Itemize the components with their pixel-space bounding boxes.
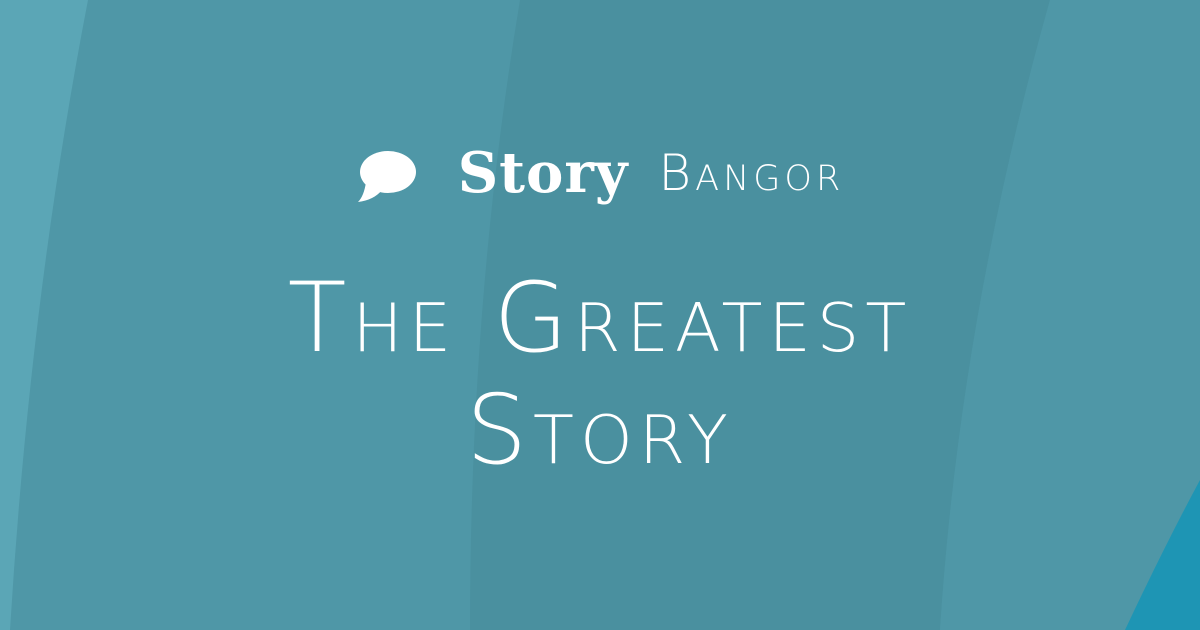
background-right-band — [940, 0, 1200, 630]
background-center-band — [470, 0, 1050, 630]
headline-line-2: Story — [466, 374, 734, 486]
headline: The Greatest Story — [0, 262, 1200, 486]
headline-line-1: The Greatest — [287, 262, 913, 374]
background-left-stripe — [0, 0, 88, 630]
brand-name-primary: Story — [457, 140, 629, 206]
brand-logo: Story Bangor — [0, 128, 1200, 218]
background-corner-accent — [1125, 480, 1200, 630]
brand-name-secondary: Bangor — [658, 144, 845, 202]
speech-bubble-icon — [357, 151, 416, 202]
